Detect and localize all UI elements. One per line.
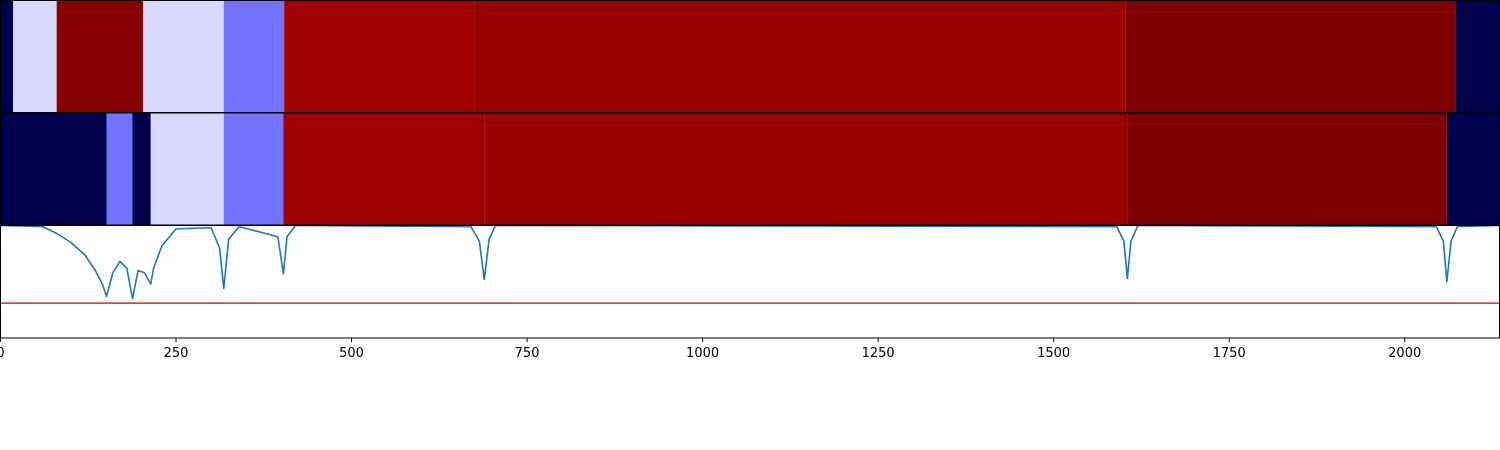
heatmap-cell-1-4 [143,0,224,113]
heatmap-cell-2-1 [0,113,107,225]
heatmap-cell-2-2 [106,113,133,225]
panel-1 [0,0,1500,113]
x-tick-label-2: 250 [164,346,189,361]
heatmap-cell-2-5 [223,113,284,225]
x-axis: 0 250 500 750 1000 1250 1500 1750 2000 [0,338,1421,361]
heatmap-cell-1-3 [56,0,144,113]
heatmap-cell-2-3 [132,113,151,225]
heatmap-cell-2-6 [283,113,485,225]
heatmap-cell-1-6 [284,0,475,113]
heatmap-cell-2-7 [484,113,1128,225]
heatmap-cell-1-9 [1455,0,1500,113]
x-tick-label-3: 500 [339,346,364,361]
heatmap-cell-2-9 [1446,113,1500,225]
panel-3 [0,225,1500,339]
panels-layer [0,0,1500,339]
x-tick-label-7: 1500 [1037,346,1070,361]
heatmap-cell-1-2 [13,0,57,113]
heatmap-cell-1-8 [1125,0,1456,113]
panel-frame-3 [0,225,1500,339]
x-tick-label-6: 1250 [862,346,895,361]
heatmap-cell-2-8 [1127,113,1447,225]
heatmap-cell-1-5 [223,0,285,113]
heatmap-cell-1-1 [0,0,14,113]
x-tick-label-9: 2000 [1388,346,1421,361]
x-tick-label-5: 1000 [686,346,719,361]
panel-2 [0,112,1500,226]
heatmap-cell-2-4 [150,113,224,225]
heatmap-cell-1-7 [474,0,1126,113]
x-tick-label-1: 0 [0,346,5,361]
x-tick-label-4: 750 [515,346,540,361]
x-tick-label-8: 1750 [1213,346,1246,361]
series-line-1 [0,225,1500,300]
